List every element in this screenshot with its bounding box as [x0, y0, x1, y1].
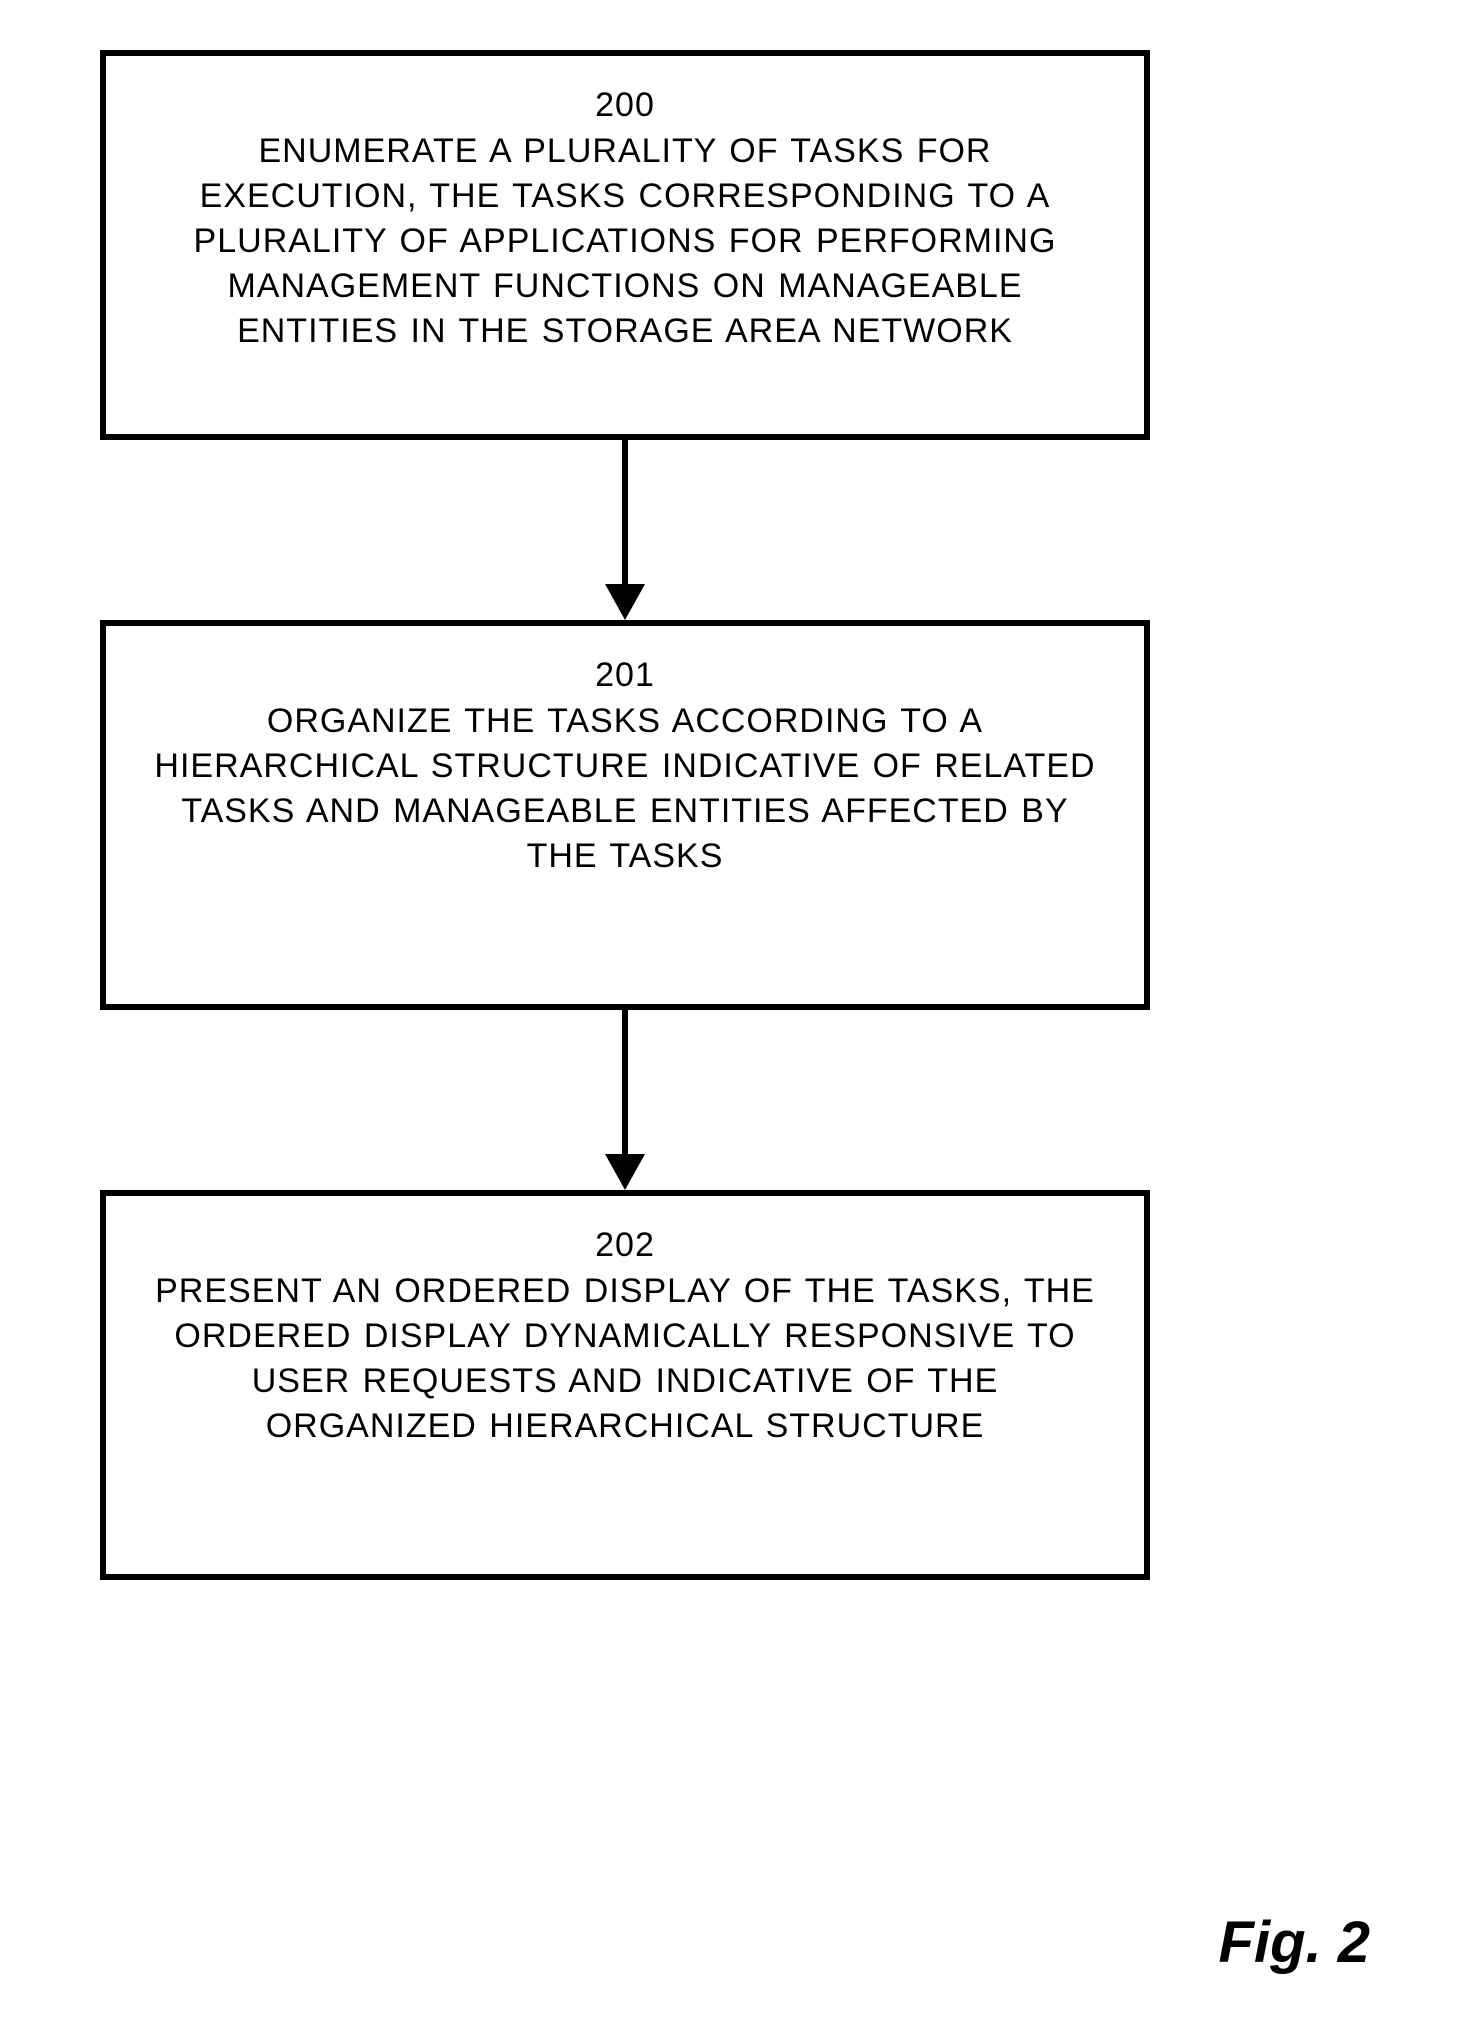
arrow-1: [100, 1010, 1150, 1190]
arrow-0: [100, 440, 1150, 620]
node-text: ORGANIZE THE TASKS ACCORDING TO A HIERAR…: [146, 699, 1104, 879]
arrow-down-icon: [595, 1010, 655, 1190]
flow-node-201: 201 ORGANIZE THE TASKS ACCORDING TO A HI…: [100, 620, 1150, 1010]
node-id: 201: [146, 656, 1104, 695]
node-id: 200: [146, 86, 1104, 125]
figure-label: Fig. 2: [1219, 1909, 1370, 1976]
flow-node-200: 200 ENUMERATE A PLURALITY OF TASKS FOR E…: [100, 50, 1150, 440]
node-text: PRESENT AN ORDERED DISPLAY OF THE TASKS,…: [146, 1269, 1104, 1449]
flowchart-container: 200 ENUMERATE A PLURALITY OF TASKS FOR E…: [100, 50, 1150, 1580]
node-text: ENUMERATE A PLURALITY OF TASKS FOR EXECU…: [146, 129, 1104, 353]
node-id: 202: [146, 1226, 1104, 1265]
arrow-down-icon: [595, 440, 655, 620]
flow-node-202: 202 PRESENT AN ORDERED DISPLAY OF THE TA…: [100, 1190, 1150, 1580]
